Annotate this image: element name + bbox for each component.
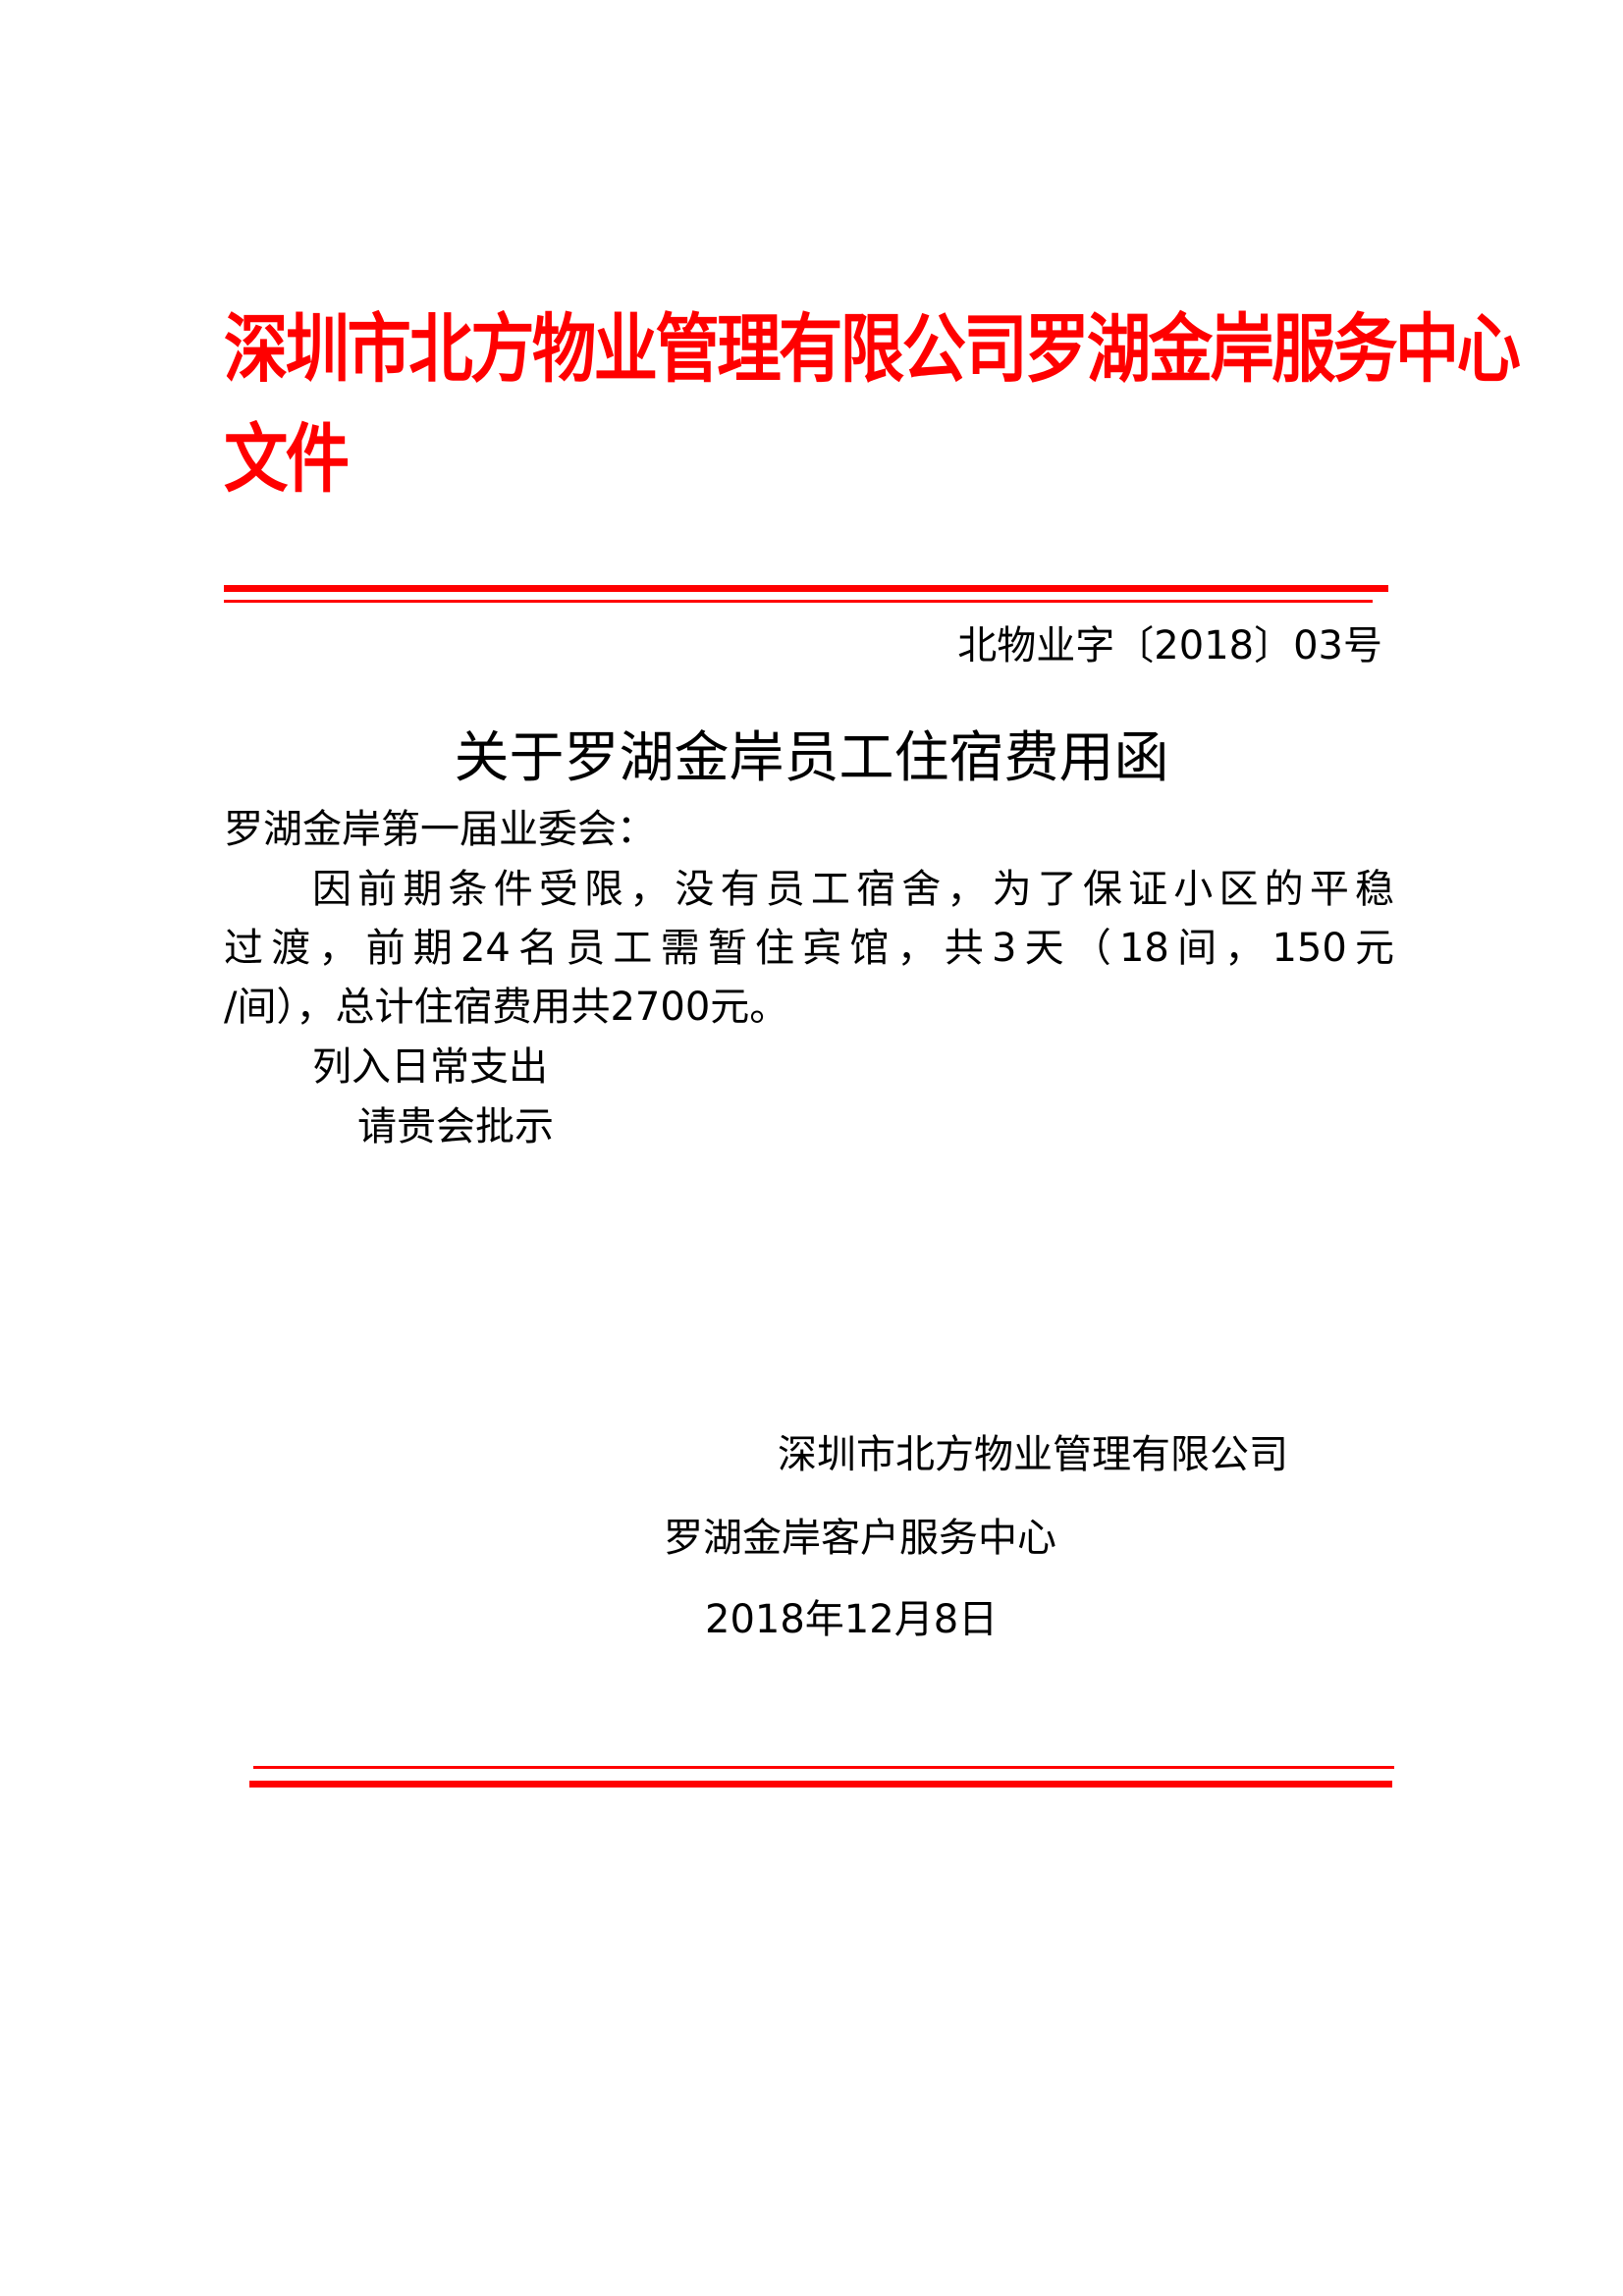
signature-date: 2018年12月8日 [705, 1597, 999, 1642]
signature-center: 罗湖金岸客户服务中心 [664, 1516, 1056, 1561]
document-number: 北物业字〔2018〕03号 [957, 623, 1382, 668]
header-title-line-2: 文件 [224, 415, 350, 503]
header-title-line-1: 深圳市北方物业管理有限公司罗湖金岸服务中心 [224, 305, 1521, 393]
document-header-title: 深圳市北方物业管理有限公司罗湖金岸服务中心 文件 [224, 294, 1521, 514]
footer-rule-thick [249, 1781, 1392, 1788]
body-line-2: 过渡，前期24名员工需暂住宾馆，共3天（18间，150元 [224, 926, 1394, 971]
body-line-3: /间），总计住宿费用共2700元。 [224, 985, 789, 1030]
salutation: 罗湖金岸第一届业委会： [224, 807, 656, 852]
header-rule-thin [224, 600, 1373, 603]
signature-company: 深圳市北方物业管理有限公司 [778, 1432, 1288, 1477]
body-line-1: 因前期条件受限，没有员工宿舍，为了保证小区的平稳 [312, 867, 1394, 912]
header-rule-thick [224, 585, 1388, 592]
footer-rule-thin [253, 1766, 1394, 1769]
note-daily-expense: 列入日常支出 [312, 1044, 548, 1090]
note-request-approval: 请贵会批示 [357, 1104, 554, 1149]
letter-title: 关于罗湖金岸员工住宿费用函 [454, 726, 1169, 790]
letter-body: 因前期条件受限，没有员工宿舍，为了保证小区的平稳 过渡，前期24名员工需暂住宾馆… [224, 860, 1394, 1037]
